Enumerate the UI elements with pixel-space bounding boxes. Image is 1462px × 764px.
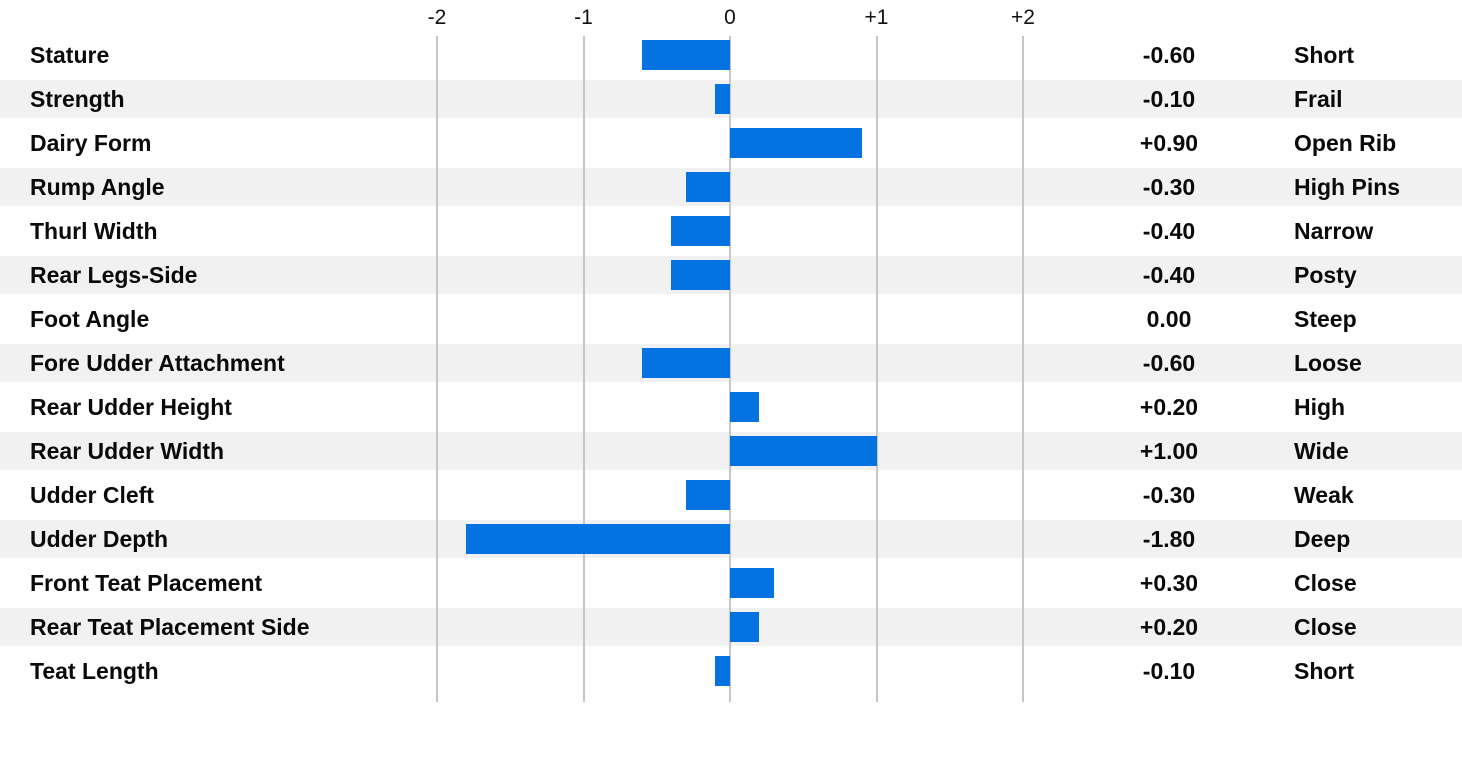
axis-tick-label: 0 xyxy=(724,6,736,29)
trait-label: Stature xyxy=(30,42,110,68)
trait-row: Strength -0.10 Frail xyxy=(0,77,1462,121)
trait-value: -0.60 xyxy=(1142,350,1196,376)
trait-bar xyxy=(686,480,730,510)
trait-value: -0.60 xyxy=(1142,42,1196,68)
trait-value: +0.90 xyxy=(1139,130,1199,156)
trait-value: +0.20 xyxy=(1139,614,1199,640)
trait-value: +1.00 xyxy=(1139,438,1199,464)
trait-row: Rear Udder Width +1.00 Wide xyxy=(0,429,1462,473)
trait-descriptor: Narrow xyxy=(1294,218,1374,244)
trait-bar xyxy=(671,260,730,290)
trait-descriptor: High Pins xyxy=(1294,174,1401,200)
trait-row: Rear Teat Placement Side +0.20 Close xyxy=(0,605,1462,649)
trait-value: -0.10 xyxy=(1142,86,1196,112)
trait-label: Dairy Form xyxy=(30,130,152,156)
gridline xyxy=(582,36,585,702)
trait-label: Rear Teat Placement Side xyxy=(30,614,310,640)
row-stripe xyxy=(0,520,1462,558)
trait-label: Rump Angle xyxy=(30,174,165,200)
trait-bar xyxy=(730,568,774,598)
trait-label: Fore Udder Attachment xyxy=(30,350,285,376)
trait-label: Strength xyxy=(30,86,125,112)
trait-label: Foot Angle xyxy=(30,306,150,332)
trait-bar xyxy=(715,84,730,114)
trait-label: Udder Cleft xyxy=(30,482,154,508)
trait-bar xyxy=(730,612,759,642)
trait-descriptor: Posty xyxy=(1294,262,1357,288)
axis-tick-label: -1 xyxy=(574,6,593,29)
gridline xyxy=(875,36,878,702)
trait-descriptor: Deep xyxy=(1294,526,1351,552)
trait-label: Teat Length xyxy=(30,658,159,684)
trait-row: Fore Udder Attachment -0.60 Loose xyxy=(0,341,1462,385)
trait-row: Rump Angle -0.30 High Pins xyxy=(0,165,1462,209)
trait-descriptor: Short xyxy=(1294,42,1355,68)
gridline xyxy=(436,36,438,702)
trait-descriptor: High xyxy=(1294,394,1346,420)
trait-bar xyxy=(671,216,730,246)
trait-descriptor: Open Rib xyxy=(1294,130,1397,156)
gridline xyxy=(729,36,731,702)
gridline xyxy=(1022,36,1024,702)
trait-row: Rear Legs-Side -0.40 Posty xyxy=(0,253,1462,297)
trait-row: Udder Depth -1.80 Deep xyxy=(0,517,1462,561)
trait-bar xyxy=(715,656,730,686)
trait-row: Rear Udder Height +0.20 High xyxy=(0,385,1462,429)
trait-bar xyxy=(466,524,730,554)
trait-value: +0.30 xyxy=(1139,570,1199,596)
trait-value: -0.40 xyxy=(1142,218,1196,244)
trait-descriptor: Loose xyxy=(1294,350,1362,376)
trait-value: -0.30 xyxy=(1142,174,1196,200)
trait-descriptor: Close xyxy=(1294,614,1357,640)
trait-descriptor: Wide xyxy=(1294,438,1349,464)
trait-row: Front Teat Placement +0.30 Close xyxy=(0,561,1462,605)
trait-label: Rear Udder Width xyxy=(30,438,225,464)
row-stripe xyxy=(0,168,1462,206)
trait-bar xyxy=(730,392,759,422)
trait-label: Udder Depth xyxy=(30,526,168,552)
trait-bar xyxy=(730,128,862,158)
row-stripe xyxy=(0,80,1462,118)
trait-descriptor: Close xyxy=(1294,570,1357,596)
trait-row: Thurl Width -0.40 Narrow xyxy=(0,209,1462,253)
trait-value: -0.10 xyxy=(1142,658,1196,684)
trait-label: Rear Legs-Side xyxy=(30,262,198,288)
trait-bar xyxy=(642,348,730,378)
trait-descriptor: Frail xyxy=(1294,86,1343,112)
trait-row: Stature -0.60 Short xyxy=(0,33,1462,77)
trait-row: Foot Angle 0.00 Steep xyxy=(0,297,1462,341)
trait-descriptor: Weak xyxy=(1294,482,1354,508)
trait-value: -1.80 xyxy=(1142,526,1196,552)
trait-descriptor: Short xyxy=(1294,658,1355,684)
trait-value: +0.20 xyxy=(1139,394,1199,420)
trait-value: 0.00 xyxy=(1146,306,1192,332)
trait-value: -0.40 xyxy=(1142,262,1196,288)
trait-label: Thurl Width xyxy=(30,218,158,244)
trait-descriptor: Steep xyxy=(1294,306,1357,332)
axis-tick-label: -2 xyxy=(427,6,447,29)
axis-tick-label: +1 xyxy=(864,6,889,29)
trait-row: Teat Length -0.10 Short xyxy=(0,649,1462,693)
trait-label: Rear Udder Height xyxy=(30,394,232,420)
trait-bar xyxy=(730,436,877,466)
trait-row: Udder Cleft -0.30 Weak xyxy=(0,473,1462,517)
trait-row: Dairy Form +0.90 Open Rib xyxy=(0,121,1462,165)
trait-label: Front Teat Placement xyxy=(30,570,263,596)
trait-bar xyxy=(642,40,730,70)
row-stripe xyxy=(0,256,1462,294)
trait-value: -0.30 xyxy=(1142,482,1196,508)
axis-tick-label: +2 xyxy=(1011,6,1035,29)
trait-bar xyxy=(686,172,730,202)
row-stripe xyxy=(0,344,1462,382)
